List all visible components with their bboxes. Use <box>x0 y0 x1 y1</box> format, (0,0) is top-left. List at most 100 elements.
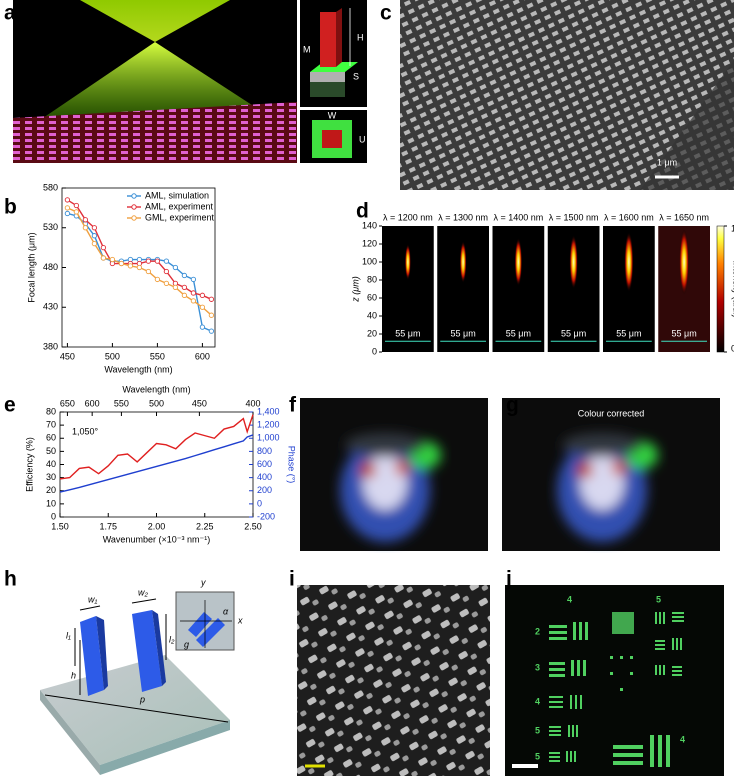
x-tick-label: 2.50 <box>244 521 262 531</box>
label-g: g <box>184 639 189 649</box>
y-axis-label: z (μm) <box>350 276 360 302</box>
y-tick-label: 380 <box>43 341 58 351</box>
y-axis-label: Focal length (μm) <box>26 232 36 302</box>
x-tick-label: 1.50 <box>51 521 69 531</box>
dim-p <box>44 694 229 723</box>
dim-w2 <box>131 598 157 604</box>
scale-label: 55 μm <box>506 328 531 338</box>
marker <box>208 296 215 302</box>
panel-label: b <box>4 196 17 219</box>
label-u: U <box>359 134 366 144</box>
group-label: 5 <box>535 751 540 761</box>
marker <box>163 268 170 275</box>
marker <box>181 272 188 279</box>
y-tick-label: 10 <box>46 498 56 508</box>
x2-tick-label: 550 <box>114 398 129 408</box>
marker <box>163 258 170 264</box>
sem-image-i <box>297 585 490 776</box>
marker <box>109 256 116 263</box>
focal-spot <box>459 241 467 283</box>
marker <box>181 292 188 298</box>
substrate <box>310 82 345 97</box>
marker <box>82 225 89 231</box>
legend-label: AML, experiment <box>145 201 214 211</box>
label-w1: w₁ <box>88 594 97 604</box>
y-tick-label: 0 <box>51 511 56 521</box>
scale-label: 55 μm <box>672 328 697 338</box>
inset-pillar-2 <box>196 618 225 647</box>
y-tick-label: 70 <box>46 420 56 430</box>
colorbar-label: Intensity (a.u.) <box>732 260 734 317</box>
panel-label: g <box>506 394 519 417</box>
x-axis-label: Wavelength (nm) <box>104 364 172 374</box>
label-l2: l₂ <box>169 634 175 644</box>
label-l1: l₁ <box>66 630 71 640</box>
group-label: 4 <box>535 696 540 706</box>
metasurface <box>13 102 297 163</box>
y-axis-label: Efficiency (%) <box>24 437 34 492</box>
marker <box>181 284 188 291</box>
focal-spot <box>624 232 634 292</box>
panel-title: λ = 1400 nm <box>493 212 543 222</box>
marker <box>64 210 71 217</box>
x2-tick-label: 600 <box>85 398 100 408</box>
series-line <box>67 212 212 332</box>
marker <box>91 233 98 239</box>
series-line <box>59 434 254 493</box>
y2-tick-label: 0 <box>257 498 262 508</box>
y2-tick-label: 200 <box>257 485 272 495</box>
y-tick-label: 40 <box>367 310 377 320</box>
inset-pillar-1 <box>188 612 212 637</box>
dim-w1 <box>79 605 101 611</box>
scale-label: 55 μm <box>395 328 420 338</box>
marker <box>163 280 170 287</box>
panel-label: f <box>289 394 297 417</box>
y-tick-label: 30 <box>46 472 56 482</box>
marker <box>145 268 152 275</box>
x-tick-label: 2.00 <box>148 521 166 531</box>
sem-edge <box>640 60 734 190</box>
marker <box>127 263 134 269</box>
panel-title: λ = 1650 nm <box>659 212 709 222</box>
slab-front <box>100 720 230 775</box>
marker <box>199 292 206 298</box>
panel-title: λ = 1200 nm <box>383 212 433 222</box>
owl-g <box>557 433 658 542</box>
y2-tick-label: 400 <box>257 472 272 482</box>
marker <box>208 328 215 334</box>
colorbar-tick-label: 1 <box>731 223 734 233</box>
y-tick-label: 20 <box>367 328 377 338</box>
marker <box>190 290 197 296</box>
group-label: 4 <box>680 734 685 744</box>
label-w2: w₂ <box>138 587 148 597</box>
y2-tick-label: 600 <box>257 459 272 469</box>
panel-label: a <box>4 2 16 25</box>
x-axis-label: Wavenumber (×10⁻³ nm⁻¹) <box>103 534 210 544</box>
y2-tick-label: -200 <box>257 511 275 521</box>
y-tick-label: 120 <box>362 238 377 248</box>
colorbar <box>716 225 725 353</box>
x2-tick-label: 450 <box>192 398 207 408</box>
marker <box>154 258 161 264</box>
x-tick-label: 500 <box>105 351 120 361</box>
annotation: 1,050° <box>72 426 99 436</box>
group-label: 5 <box>656 594 661 604</box>
scale-label: 1 μm <box>657 157 677 167</box>
panel-title: λ = 1600 nm <box>604 212 654 222</box>
target-bars <box>549 612 684 767</box>
scale-label: 55 μm <box>616 328 641 338</box>
cone-upper <box>80 0 230 42</box>
focal-spot <box>569 235 578 289</box>
owl-f <box>340 433 441 542</box>
marker <box>64 205 71 211</box>
focal-spot <box>679 229 690 295</box>
slab-side <box>40 690 100 775</box>
panel-label: e <box>4 394 16 417</box>
marker <box>82 217 89 223</box>
slab-top <box>40 655 230 765</box>
marker <box>172 284 179 291</box>
group-label: 5 <box>535 725 540 735</box>
label-p: p <box>139 694 145 704</box>
y2-tick-label: 1,000 <box>257 433 280 443</box>
